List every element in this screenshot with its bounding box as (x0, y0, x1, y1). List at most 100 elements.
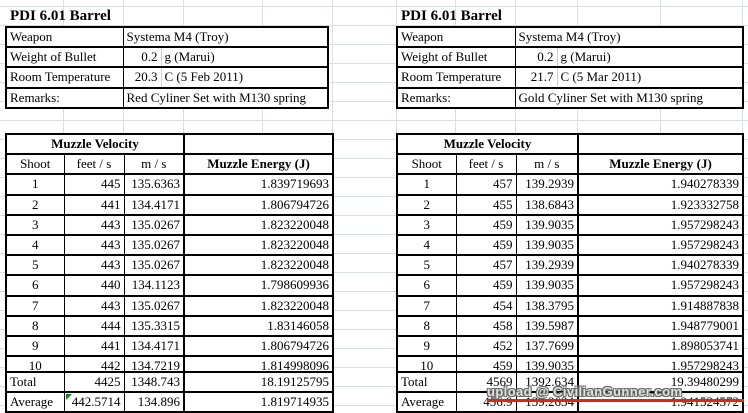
cell-ms[interactable]: 139.5987 (515, 314, 579, 337)
average-label-cell[interactable]: Average (5, 391, 65, 413)
cell-feet[interactable]: 457 (455, 254, 517, 277)
cell-feet[interactable]: 459 (455, 213, 517, 236)
cell-energy[interactable]: 1.823220048 (183, 254, 334, 277)
cell-feet[interactable]: 443 (63, 254, 125, 277)
cell-energy[interactable]: 1.806794726 (183, 334, 334, 358)
info-unit-cell[interactable]: C (5 Feb 2011) (160, 66, 329, 89)
total-label-cell[interactable]: Total (396, 370, 457, 394)
average-energy-cell[interactable]: 1.819714935 (183, 391, 334, 413)
cell-shoot[interactable]: 6 (396, 274, 457, 297)
column-header-ms[interactable]: m / s (515, 153, 579, 176)
info-unit-cell[interactable]: g (Marui) (160, 46, 329, 69)
cell-shoot[interactable]: 6 (5, 274, 65, 297)
info-label-cell[interactable]: Room Temperature (5, 66, 124, 89)
cell-shoot[interactable]: 9 (396, 334, 457, 358)
cell-shoot[interactable]: 1 (5, 173, 65, 196)
cell-shoot[interactable]: 3 (396, 213, 457, 236)
cell-ms[interactable]: 135.3315 (123, 314, 185, 337)
total-energy-cell[interactable]: 19.39480299 (577, 370, 744, 394)
cell-ms[interactable]: 134.1123 (123, 274, 185, 297)
total-energy-cell[interactable]: 18.19125795 (183, 370, 334, 394)
cell-energy[interactable]: 1.898053741 (577, 334, 744, 358)
cell-ms[interactable]: 138.3795 (515, 294, 579, 317)
cell-ms[interactable]: 135.0267 (123, 213, 185, 236)
average-ms-cell[interactable]: 134.896 (123, 391, 185, 413)
cell-ms[interactable]: 138.6843 (515, 193, 579, 216)
cell-ms[interactable]: 137.7699 (515, 334, 579, 358)
cell-ms[interactable]: 135.0267 (123, 233, 185, 257)
info-label-cell[interactable]: Weight of Bullet (5, 46, 124, 69)
cell-energy[interactable]: 1.823220048 (183, 213, 334, 236)
cell-ms[interactable]: 134.4171 (123, 193, 185, 216)
info-value-cell[interactable]: 0.2 (514, 46, 558, 69)
total-feet-cell[interactable]: 4569 (455, 370, 517, 394)
cell-shoot[interactable]: 2 (396, 193, 457, 216)
cell-energy[interactable]: 1.940278339 (577, 254, 744, 277)
group-header-cell[interactable]: Muzzle Velocity (396, 132, 579, 156)
cell-feet[interactable]: 445 (63, 173, 125, 196)
cell-energy[interactable]: 1.823220048 (183, 294, 334, 317)
cell-shoot[interactable]: 3 (5, 213, 65, 236)
cell-energy[interactable]: 1.83146058 (183, 314, 334, 337)
cell-shoot[interactable]: 1 (396, 173, 457, 196)
cell-ms[interactable]: 135.6363 (123, 173, 185, 196)
right-sheet-title[interactable]: PDI 6.01 Barrel (401, 8, 502, 24)
total-feet-cell[interactable]: 4425 (63, 370, 125, 394)
cell-shoot[interactable]: 5 (5, 254, 65, 277)
cell-shoot[interactable]: 4 (396, 233, 457, 257)
total-ms-cell[interactable]: 1348.743 (123, 370, 185, 394)
column-header-shoot[interactable]: Shoot (5, 153, 65, 176)
cell-ms[interactable]: 139.9035 (515, 213, 579, 236)
column-header-feet[interactable]: feet / s (455, 153, 517, 176)
cell-energy[interactable]: 1.823220048 (183, 233, 334, 257)
average-feet-cell[interactable]: 442.5714 (63, 391, 125, 413)
cell-ms[interactable]: 134.4171 (123, 334, 185, 358)
total-label-cell[interactable]: Total (5, 370, 65, 394)
info-value-cell[interactable]: Systema M4 (Troy) (122, 25, 329, 49)
cell-energy[interactable]: 1.957298243 (577, 233, 744, 257)
cell-ms[interactable]: 139.2939 (515, 254, 579, 277)
info-label-cell[interactable]: Remarks: (5, 86, 124, 109)
cell-ms[interactable]: 139.9035 (515, 233, 579, 257)
info-value-cell[interactable]: 21.7 (514, 66, 558, 89)
column-header-feet[interactable]: feet / s (63, 153, 125, 176)
cell-shoot[interactable]: 8 (396, 314, 457, 337)
empty-cell[interactable] (577, 132, 744, 156)
cell-shoot[interactable]: 4 (5, 233, 65, 257)
cell-energy[interactable]: 1.957298243 (577, 274, 744, 297)
info-unit-cell[interactable]: C (5 Mar 2011) (556, 66, 744, 89)
cell-energy[interactable]: 1.940278339 (577, 173, 744, 196)
cell-energy[interactable]: 1.914887838 (577, 294, 744, 317)
cell-feet[interactable]: 454 (455, 294, 517, 317)
cell-ms[interactable]: 139.9035 (515, 274, 579, 297)
empty-cell[interactable] (183, 132, 334, 156)
column-header-energy[interactable]: Muzzle Energy (J) (183, 153, 334, 176)
column-header-energy[interactable]: Muzzle Energy (J) (577, 153, 744, 176)
column-header-ms[interactable]: m / s (123, 153, 185, 176)
info-value-cell[interactable]: Systema M4 (Troy) (514, 25, 744, 49)
cell-energy[interactable]: 1.948779001 (577, 314, 744, 337)
cell-feet[interactable]: 441 (63, 193, 125, 216)
cell-energy[interactable]: 1.923332758 (577, 193, 744, 216)
info-label-cell[interactable]: Remarks: (396, 86, 516, 109)
cell-feet[interactable]: 443 (63, 294, 125, 317)
cell-feet[interactable]: 441 (63, 334, 125, 358)
info-unit-cell[interactable]: g (Marui) (556, 46, 744, 69)
info-value-cell[interactable]: Gold Cyliner Set with M130 spring (514, 86, 744, 109)
info-label-cell[interactable]: Weapon (5, 25, 124, 49)
info-label-cell[interactable]: Weapon (396, 25, 516, 49)
cell-energy[interactable]: 1.798609936 (183, 274, 334, 297)
cell-shoot[interactable]: 9 (5, 334, 65, 358)
left-sheet-title[interactable]: PDI 6.01 Barrel (10, 8, 111, 24)
cell-shoot[interactable]: 7 (396, 294, 457, 317)
column-header-shoot[interactable]: Shoot (396, 153, 457, 176)
cell-shoot[interactable]: 7 (5, 294, 65, 317)
cell-feet[interactable]: 457 (455, 173, 517, 196)
group-header-cell[interactable]: Muzzle Velocity (5, 132, 185, 156)
cell-feet[interactable]: 459 (455, 233, 517, 257)
info-value-cell[interactable]: 20.3 (122, 66, 162, 89)
cell-energy[interactable]: 1.839719693 (183, 173, 334, 196)
info-value-cell[interactable]: 0.2 (122, 46, 162, 69)
info-label-cell[interactable]: Weight of Bullet (396, 46, 516, 69)
cell-ms[interactable]: 135.0267 (123, 294, 185, 317)
